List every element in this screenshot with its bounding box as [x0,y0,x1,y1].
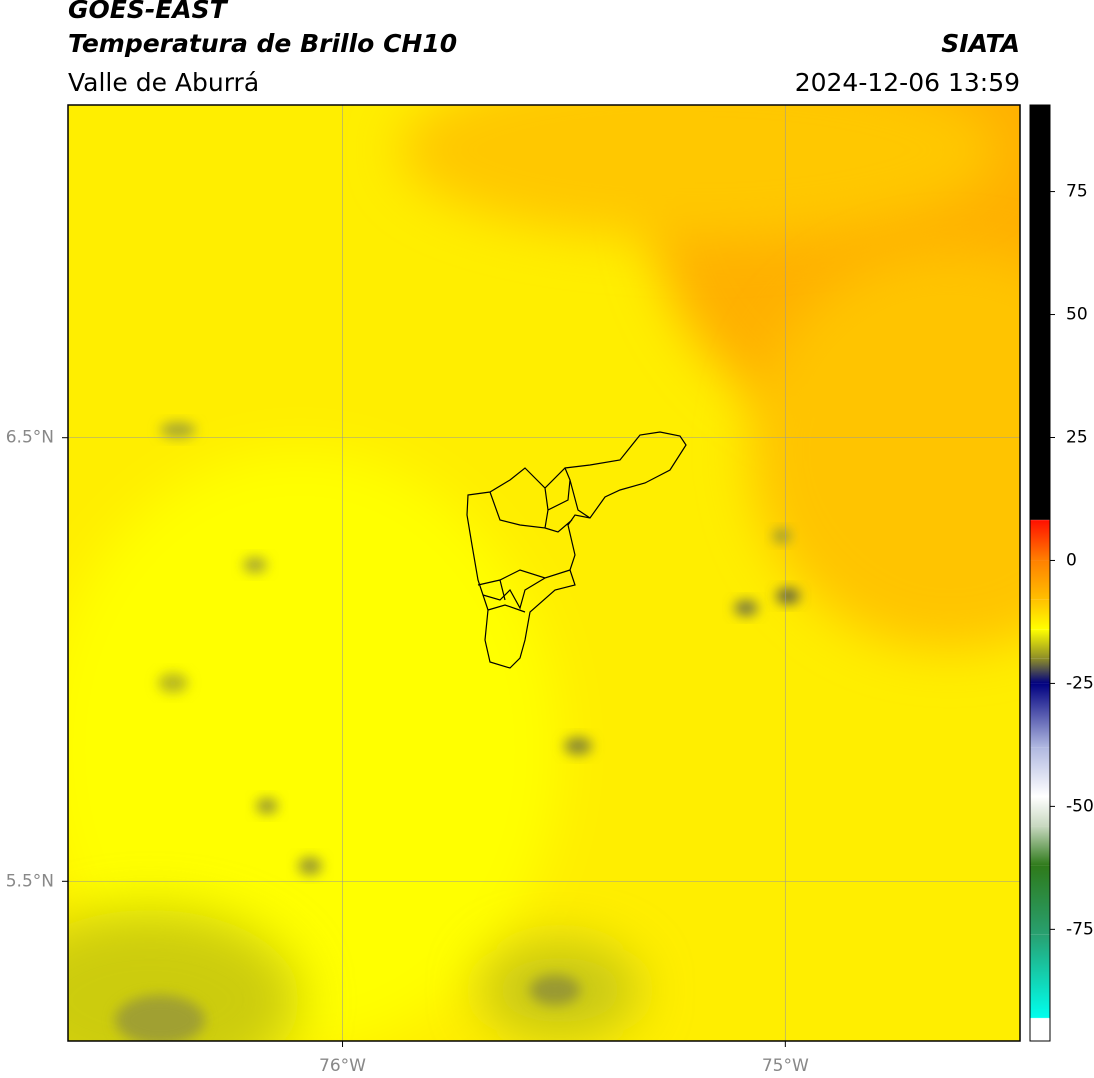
colorbar-tick-label: -25 [1066,673,1094,693]
colorbar-tick-label: 75 [1066,182,1088,202]
colorbar-tick-label: -50 [1066,796,1094,816]
y-tick-label: 6.5°N [6,428,54,448]
x-tick-label: 75°W [762,1056,809,1076]
colorbar-segment [1030,599,1050,630]
colorbar-tick-label: 0 [1066,550,1077,570]
title: GOES-EAST [68,0,229,24]
colorbar-segment [1030,796,1050,827]
colorbar-segment [1030,658,1050,684]
timestamp: 2024-12-06 13:59 [795,68,1020,97]
y-tick-label: 5.5°N [6,871,54,891]
colorbar-segment [1030,747,1050,797]
colorbar-frame [1029,104,1051,1042]
colorbar-segment [1030,1018,1050,1041]
colorbar-tick-label: 50 [1066,305,1088,325]
aburra-valley-boundary [466,431,687,669]
colorbar-tick-label: -75 [1066,919,1094,939]
colorbar-segment [1030,629,1050,659]
colorbar-segment [1030,934,1050,1018]
region-label: Valle de Aburrá [68,68,259,97]
colorbar: 75 50 25 0 -25 -50 -75 [1029,104,1094,1042]
grid [68,105,1020,1041]
map-frame [67,104,1021,1042]
colorbar-segment [1030,520,1050,561]
colorbar-tick-label: 25 [1066,427,1088,447]
colorbar-segment [1030,826,1050,866]
colorbar-segment [1030,865,1050,935]
colorbar-segment [1030,105,1050,520]
colorbar-segment [1030,560,1050,600]
colorbar-segment [1030,683,1050,748]
source-label: SIATA [941,29,1020,58]
subtitle: Temperatura de Brillo CH10 [68,29,457,58]
x-tick-label: 76°W [319,1056,366,1076]
